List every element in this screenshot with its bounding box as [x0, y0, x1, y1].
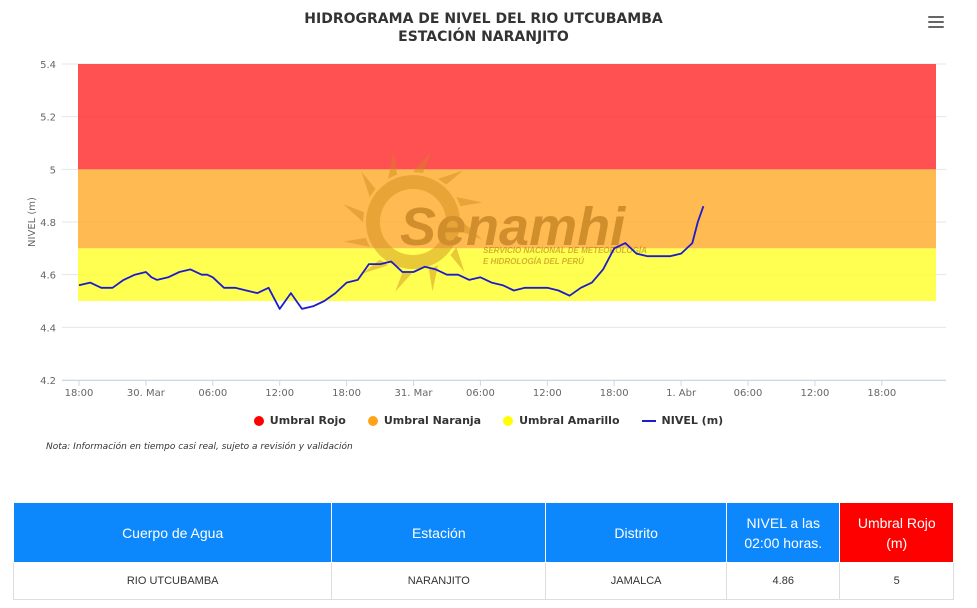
x-tick-label: 06:00 [198, 388, 227, 399]
header-nivel: NIVEL a las 02:00 horas. [726, 502, 841, 563]
legend-item-nivel[interactable]: NIVEL (m) [641, 414, 724, 427]
x-tick-label: 31. Mar [395, 388, 434, 399]
legend-item-amarillo[interactable]: Umbral Amarillo [503, 414, 620, 427]
legend-label-naranja: Umbral Naranja [383, 414, 482, 427]
station-table: Cuerpo de Agua Estación Distrito NIVEL a… [12, 502, 954, 600]
x-tick-label: 06:00 [734, 388, 763, 399]
x-tick-label: 12:00 [800, 388, 829, 399]
legend-label-nivel: NIVEL (m) [661, 414, 724, 427]
x-tick-label: 18:00 [600, 388, 629, 399]
legend-dot-orange-icon [367, 415, 378, 426]
legend-item-naranja[interactable]: Umbral Naranja [367, 414, 482, 427]
x-tick-label: 18:00 [65, 388, 94, 399]
header-estacion: Estación [331, 502, 547, 563]
cell-umbral-rojo: 5 [839, 562, 954, 600]
x-tick-label: 1. Abr [666, 388, 697, 399]
legend-label-rojo: Umbral Rojo [269, 414, 346, 427]
y-axis-title: NIVEL (m) [27, 197, 38, 247]
legend-line-blue-icon [641, 419, 656, 422]
x-tick-label: 06:00 [466, 388, 495, 399]
hamburger-menu-icon[interactable] [928, 16, 944, 30]
chart-legend: Umbral Rojo Umbral Naranja Umbral Amaril… [0, 414, 977, 427]
chart-title: HIDROGRAMA DE NIVEL DEL RIO UTCUBAMBA [304, 11, 663, 27]
x-tick-label: 18:00 [867, 388, 896, 399]
band-umbral-naranja [78, 169, 936, 249]
legend-dot-red-icon [253, 415, 264, 426]
chart-container: HIDROGRAMA DE NIVEL DEL RIO UTCUBAMBA ES… [0, 11, 977, 452]
watermark-brand-text: Senamhi [400, 197, 626, 257]
data-note: Nota: Información en tiempo casi real, s… [46, 442, 353, 452]
cell-cuerpo-de-agua: RIO UTCUBAMBA [12, 562, 333, 600]
chart-subtitle: ESTACIÓN NARANJITO [398, 29, 569, 45]
x-tick-label: 12:00 [265, 388, 294, 399]
cell-estacion: NARANJITO [331, 562, 547, 600]
header-cuerpo-de-agua: Cuerpo de Agua [12, 502, 333, 563]
cell-distrito: JAMALCA [545, 562, 728, 600]
cell-nivel: 4.86 [726, 562, 841, 600]
legend-item-rojo[interactable]: Umbral Rojo [253, 414, 346, 427]
band-umbral-amarillo [78, 248, 936, 301]
x-tick-label: 30. Mar [127, 388, 166, 399]
x-tick-label: 12:00 [533, 388, 562, 399]
y-tick-label: 5 [50, 165, 56, 176]
series-line-nivel [78, 205, 705, 310]
watermark-subtitle-2: E HIDROLOGÍA DEL PERÚ [483, 257, 584, 266]
legend-dot-yellow-icon [503, 415, 514, 426]
band-umbral-rojo [78, 64, 936, 170]
header-umbral-rojo: Umbral Rojo (m) [839, 502, 954, 563]
y-tick-label: 4.4 [40, 323, 56, 334]
watermark-subtitle-1: SERVICIO NACIONAL DE METEOROLOGÍA [483, 246, 647, 255]
y-tick-label: 4.2 [40, 376, 56, 387]
y-tick-label: 5.2 [40, 113, 56, 124]
y-tick-label: 4.6 [40, 271, 56, 282]
legend-label-amarillo: Umbral Amarillo [519, 414, 620, 427]
y-tick-label: 4.8 [40, 218, 56, 229]
table-row: RIO UTCUBAMBA NARANJITO JAMALCA 4.86 5 [12, 562, 954, 600]
header-distrito: Distrito [545, 502, 728, 563]
y-tick-label: 5.4 [40, 60, 56, 71]
table-header-row: Cuerpo de Agua Estación Distrito NIVEL a… [12, 502, 954, 563]
x-tick-label: 18:00 [332, 388, 361, 399]
